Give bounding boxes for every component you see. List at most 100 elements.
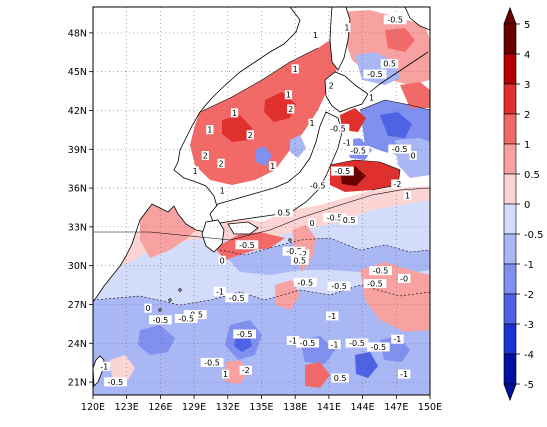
contour-label: -1 bbox=[400, 370, 408, 379]
south-warm-eddy bbox=[275, 280, 300, 310]
contour-label: -0.5 bbox=[373, 267, 389, 276]
contour-label-bg bbox=[290, 255, 309, 265]
colorbar-label: -4 bbox=[524, 350, 534, 361]
contour-label-bg bbox=[306, 180, 330, 190]
lon-tick-label: 141E bbox=[317, 402, 341, 413]
contour-line bbox=[93, 187, 430, 241]
kuril-red-2 bbox=[400, 82, 430, 108]
colorbar-segment bbox=[503, 353, 517, 385]
contour-label-bg bbox=[284, 90, 293, 100]
contour-label-bg bbox=[326, 123, 350, 133]
okhotsk-red-patch bbox=[385, 28, 415, 52]
contour-label: 0.5 bbox=[278, 208, 291, 217]
lat-tick-label: 48N bbox=[68, 28, 87, 39]
lat-tick-label: 42N bbox=[68, 106, 87, 117]
contour-label-bg bbox=[98, 361, 111, 371]
contour-label-bg bbox=[287, 104, 295, 114]
contour-label-bg bbox=[206, 125, 214, 135]
japan-sea-warm-inner bbox=[222, 115, 252, 142]
contour-label: 1 bbox=[270, 162, 275, 171]
contour-label-bg bbox=[363, 279, 387, 289]
contour-label-bg bbox=[328, 339, 341, 349]
japan-sea-warm-inner2 bbox=[264, 92, 296, 122]
contour-label-bg bbox=[293, 277, 317, 287]
contour-label-bg bbox=[330, 166, 354, 176]
contour-label-bg bbox=[311, 30, 320, 40]
colorbar-segment bbox=[503, 233, 517, 265]
kuril-islands bbox=[369, 51, 429, 93]
contour-label-bg bbox=[275, 207, 293, 217]
landmasses bbox=[93, 7, 430, 387]
ocean-blue-1 bbox=[93, 285, 430, 395]
colorbar-segment bbox=[503, 173, 517, 205]
contour-label: -1 bbox=[100, 362, 108, 371]
japan-sea-blue-eddy2 bbox=[290, 135, 306, 158]
contour-label-bg bbox=[296, 338, 319, 348]
lat-tick-label: 39N bbox=[68, 145, 87, 156]
contour-label: 0.5 bbox=[293, 256, 306, 265]
contour-label-bg bbox=[174, 313, 198, 323]
contour-label: -1 bbox=[216, 287, 224, 296]
contour-label: 1 bbox=[193, 167, 198, 176]
sakhalin bbox=[329, 7, 351, 71]
contour-label: 0.5 bbox=[343, 216, 356, 225]
colorbar-label: -1 bbox=[524, 260, 534, 271]
contour-label-bg bbox=[383, 15, 407, 25]
contour-label: 0 bbox=[310, 219, 315, 228]
map-gridlines bbox=[93, 7, 430, 395]
colorbar-label: 4 bbox=[524, 50, 530, 61]
contour-label-bg bbox=[104, 377, 127, 387]
contour-label: 1 bbox=[313, 31, 318, 40]
contour-label: -0.5 bbox=[300, 339, 316, 348]
contour-label-bg bbox=[397, 273, 411, 283]
colorbar-label: -5 bbox=[524, 380, 534, 391]
contour-label: 2 bbox=[248, 131, 253, 140]
contour-label-bg bbox=[327, 81, 335, 91]
lon-tick-label: 147E bbox=[384, 402, 408, 413]
contour-label: -0.5 bbox=[335, 167, 351, 176]
contour-label-bg bbox=[221, 369, 230, 379]
colorbar-min-arrow bbox=[503, 383, 517, 402]
contour-label-bg bbox=[230, 108, 239, 118]
kamchatka bbox=[404, 7, 430, 31]
contour-label: 1 bbox=[293, 65, 298, 74]
contour-label-bg bbox=[380, 59, 399, 69]
contour-label-bg bbox=[367, 92, 376, 102]
contour-label-bg bbox=[391, 334, 404, 344]
lon-tick-label: 138E bbox=[283, 402, 307, 413]
contour-label: -0.5 bbox=[286, 247, 302, 256]
lat-tick-label: 30N bbox=[68, 261, 87, 272]
contour-label-bg bbox=[201, 151, 209, 161]
contour-label: 0.5 bbox=[334, 374, 347, 383]
izu-island bbox=[288, 238, 292, 242]
contour-label: 1 bbox=[232, 109, 237, 118]
contour-label: -0.5 bbox=[178, 314, 194, 323]
south-warm-eddy2 bbox=[305, 362, 330, 388]
colorbar-label: 0 bbox=[524, 200, 530, 211]
contour-label-bg bbox=[323, 213, 346, 223]
colorbar-label: -2 bbox=[524, 290, 534, 301]
contour-label-bg bbox=[235, 240, 259, 250]
contour-label-bg bbox=[326, 311, 339, 321]
colorbar-segment bbox=[503, 53, 517, 85]
contour-label-bg bbox=[291, 64, 299, 74]
ryukyu-island bbox=[178, 288, 182, 292]
contour-label-bg bbox=[282, 246, 306, 256]
colorbar: 5 4 3 2 1 0.5 0 -0.5 -1 -2 -3 -4 -5 bbox=[503, 6, 544, 402]
colorbar-segment bbox=[503, 263, 517, 295]
colorbar-segment bbox=[503, 83, 517, 115]
contour-label-bg bbox=[331, 373, 349, 383]
contour-label: 1 bbox=[207, 126, 212, 135]
colorbar-segment bbox=[503, 203, 517, 235]
contour-label: 0 bbox=[145, 304, 150, 313]
contour-label-bg bbox=[218, 255, 226, 265]
colorbar-max-arrow bbox=[503, 6, 517, 25]
contour-label: 0 bbox=[220, 256, 225, 265]
contour-label-bg bbox=[233, 329, 257, 339]
contour-label-bg bbox=[403, 191, 412, 201]
lon-tick-label: 144E bbox=[351, 402, 375, 413]
contour-label: 0 bbox=[411, 152, 416, 161]
contour-label-bg bbox=[217, 158, 225, 168]
